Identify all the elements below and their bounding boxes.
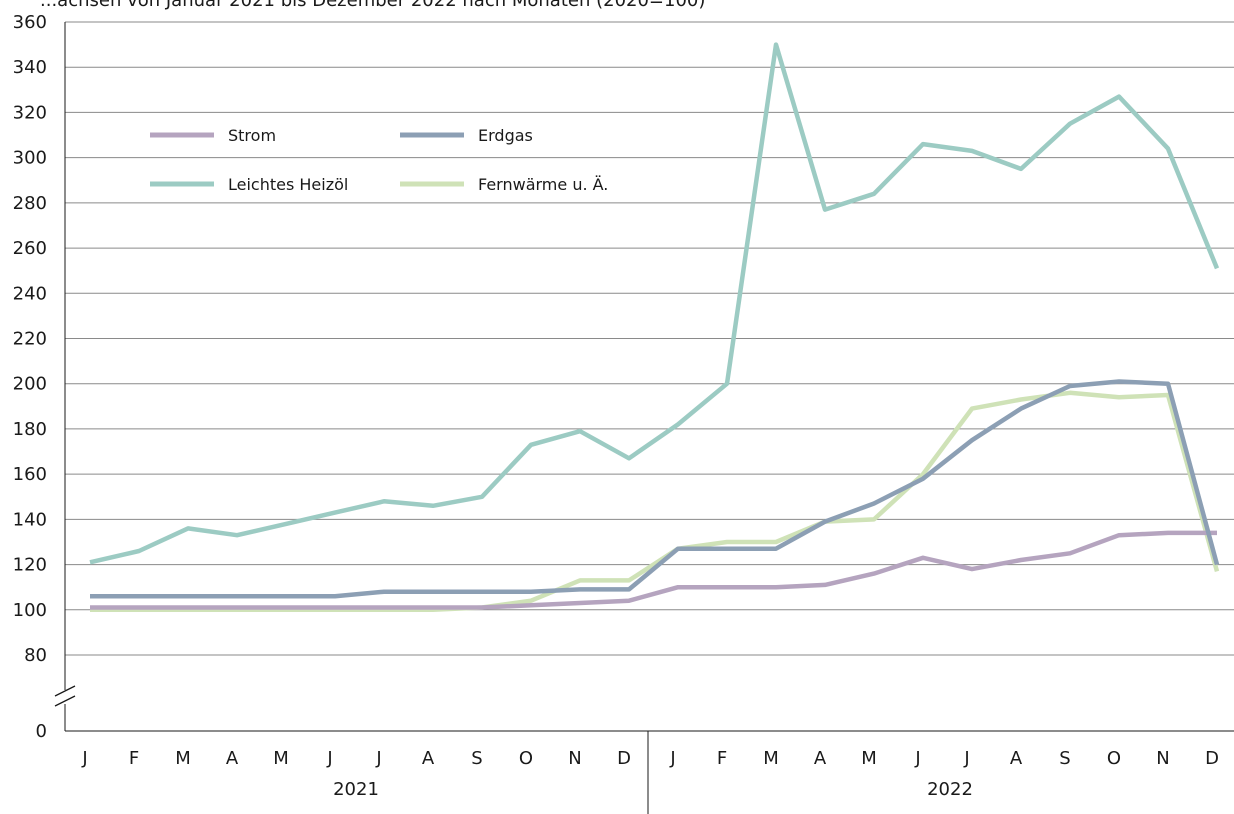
y-tick-label: 280 — [13, 193, 47, 214]
x-tick-label: J — [326, 748, 332, 769]
x-tick-label: S — [471, 748, 482, 769]
y-tick-label: 240 — [13, 283, 47, 304]
series-line-0 — [90, 530, 1217, 610]
y-tick-label: 80 — [24, 645, 47, 666]
chart-title: ...achsen von Januar 2021 bis Dezember 2… — [40, 0, 705, 11]
x-tick-label: A — [422, 748, 435, 769]
axis-break-mark — [54, 685, 76, 697]
y-tick-label: 0 — [36, 721, 47, 742]
x-tick-label: S — [1059, 748, 1070, 769]
series-line-2 — [89, 42, 1220, 565]
y-tick-label: 220 — [13, 329, 47, 350]
year-label: 2022 — [927, 779, 973, 800]
y-tick-label: 360 — [13, 12, 47, 33]
y-tick-label: 180 — [13, 419, 47, 440]
legend: Strom Erdgas Leichtes Heizöl Fernwärme u. Ä… — [150, 126, 608, 194]
series-line-3 — [90, 390, 1220, 613]
legend-label: Erdgas — [478, 126, 533, 145]
legend-label: Fernwärme u. Ä. — [478, 175, 608, 194]
y-tick-label: 260 — [13, 238, 47, 259]
axes: 0 80 100 120 140 160 180 200 220 240 260 280 300 320 3… — [13, 12, 1234, 814]
legend-label: Leichtes Heizöl — [228, 175, 348, 194]
legend-label: Strom — [228, 126, 276, 145]
year-label: 2021 — [333, 779, 379, 800]
x-tick-label: N — [568, 748, 581, 769]
x-tick-label: J — [914, 748, 920, 769]
y-tick-label: 200 — [13, 374, 47, 395]
grid-lines — [65, 21, 1234, 656]
y-tick-label: 100 — [13, 600, 47, 621]
y-tick-label: 340 — [13, 57, 47, 78]
x-tick-label: A — [814, 748, 827, 769]
x-tick-label: J — [81, 748, 87, 769]
x-tick-label: M — [861, 748, 877, 769]
x-tick-label: A — [226, 748, 239, 769]
x-tick-label: J — [375, 748, 381, 769]
y-tick-label: 320 — [13, 102, 47, 123]
y-tick-label: 160 — [13, 464, 47, 485]
y-tick-label: 120 — [13, 555, 47, 576]
y-tick-label: 140 — [13, 509, 47, 530]
x-tick-label: D — [1205, 748, 1219, 769]
x-tick-label: M — [175, 748, 191, 769]
x-tick-label: M — [273, 748, 289, 769]
x-tick-label: F — [129, 748, 139, 769]
x-tick-label: M — [763, 748, 779, 769]
x-tick-label: N — [1156, 748, 1169, 769]
x-tick-label: D — [617, 748, 631, 769]
x-tick-label: J — [669, 748, 675, 769]
x-tick-label: F — [717, 748, 727, 769]
axis-break-mark — [54, 695, 76, 707]
x-tick-label: J — [963, 748, 969, 769]
y-tick-label: 300 — [13, 148, 47, 169]
x-tick-label: O — [1107, 748, 1121, 769]
series-line-1 — [90, 379, 1220, 599]
series-lines — [89, 42, 1220, 613]
x-tick-label: A — [1010, 748, 1023, 769]
x-tick-label: O — [519, 748, 533, 769]
